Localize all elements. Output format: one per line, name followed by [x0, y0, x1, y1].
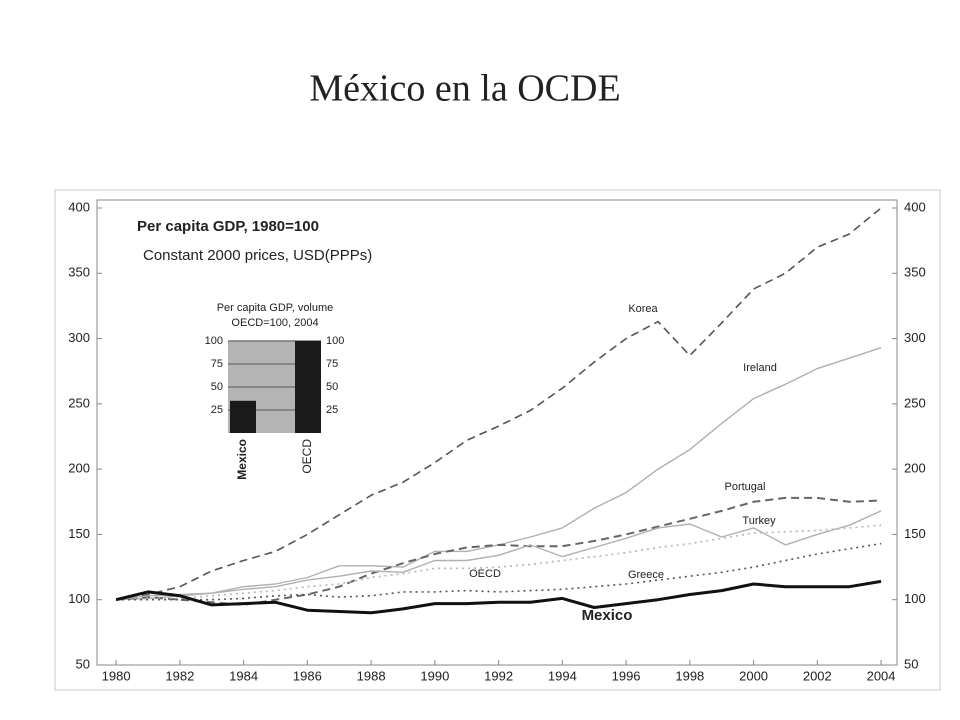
chart-panel — [54, 189, 941, 691]
x-tick-label: 1982 — [165, 668, 194, 683]
y2-tick-label: 50 — [904, 656, 918, 671]
inset-y2-tick-label: 75 — [326, 358, 338, 370]
inset-y-tick-label: 50 — [211, 381, 223, 393]
series-line — [115, 207, 882, 601]
series-line — [116, 524, 882, 601]
series-label: OECD — [469, 568, 501, 580]
x-tick-label: 2004 — [867, 668, 896, 683]
series-label: Greece — [628, 569, 664, 581]
inset-y-tick-label: 100 — [205, 335, 223, 347]
y2-tick-label: 300 — [904, 330, 926, 345]
series-label: Mexico — [582, 607, 633, 624]
y2-tick-label: 150 — [904, 526, 926, 541]
y-tick-label: 350 — [68, 265, 90, 280]
x-tick-label: 1988 — [357, 668, 386, 683]
inset-category-label: Mexico — [235, 439, 249, 480]
series-line — [115, 579, 882, 615]
x-tick-label: 1992 — [484, 668, 513, 683]
x-tick-label: 1986 — [293, 668, 322, 683]
x-tick-label: 1998 — [675, 668, 704, 683]
x-tick-label: 1990 — [420, 668, 449, 683]
series-label: Portugal — [725, 481, 766, 493]
y-tick-label: 250 — [68, 395, 90, 410]
inset-title: Per capita GDP, volume — [217, 302, 334, 314]
y2-tick-label: 250 — [904, 395, 926, 410]
y2-tick-label: 100 — [904, 591, 926, 606]
series-line — [116, 496, 882, 606]
chart-title: Per capita GDP, 1980=100 — [137, 218, 319, 235]
x-tick-label: 1996 — [612, 668, 641, 683]
y-tick-label: 300 — [68, 330, 90, 345]
y2-tick-label: 400 — [904, 199, 926, 214]
series-line — [116, 542, 882, 601]
inset-subtitle: OECD=100, 2004 — [231, 317, 318, 329]
series-label: Ireland — [743, 362, 777, 374]
inset-bar — [230, 400, 256, 433]
series-line — [116, 510, 882, 601]
inset-category-label: OECD — [300, 439, 314, 474]
inset-y2-tick-label: 50 — [326, 381, 338, 393]
plot-frame — [96, 199, 898, 666]
y-tick-label: 150 — [68, 526, 90, 541]
inset-y2-tick-label: 100 — [326, 335, 344, 347]
inset-y-tick-label: 75 — [211, 358, 223, 370]
x-tick-label: 1984 — [229, 668, 258, 683]
y-tick-label: 50 — [76, 656, 90, 671]
inset-bar — [295, 341, 321, 433]
x-tick-label: 2002 — [803, 668, 832, 683]
slide-title: México en la OCDE — [309, 68, 620, 110]
y-tick-label: 100 — [68, 591, 90, 606]
y2-tick-label: 350 — [904, 265, 926, 280]
inset-y-tick-label: 25 — [211, 404, 223, 416]
series-label: Turkey — [742, 515, 776, 527]
x-tick-label: 2000 — [739, 668, 768, 683]
x-tick-label: 1994 — [548, 668, 577, 683]
y2-tick-label: 200 — [904, 461, 926, 476]
chart-subtitle: Constant 2000 prices, USD(PPPs) — [143, 247, 372, 264]
y-tick-label: 400 — [68, 199, 90, 214]
series-label: Korea — [628, 303, 658, 315]
y-tick-label: 200 — [68, 461, 90, 476]
inset-y2-tick-label: 25 — [326, 404, 338, 416]
x-tick-label: 1980 — [102, 668, 131, 683]
